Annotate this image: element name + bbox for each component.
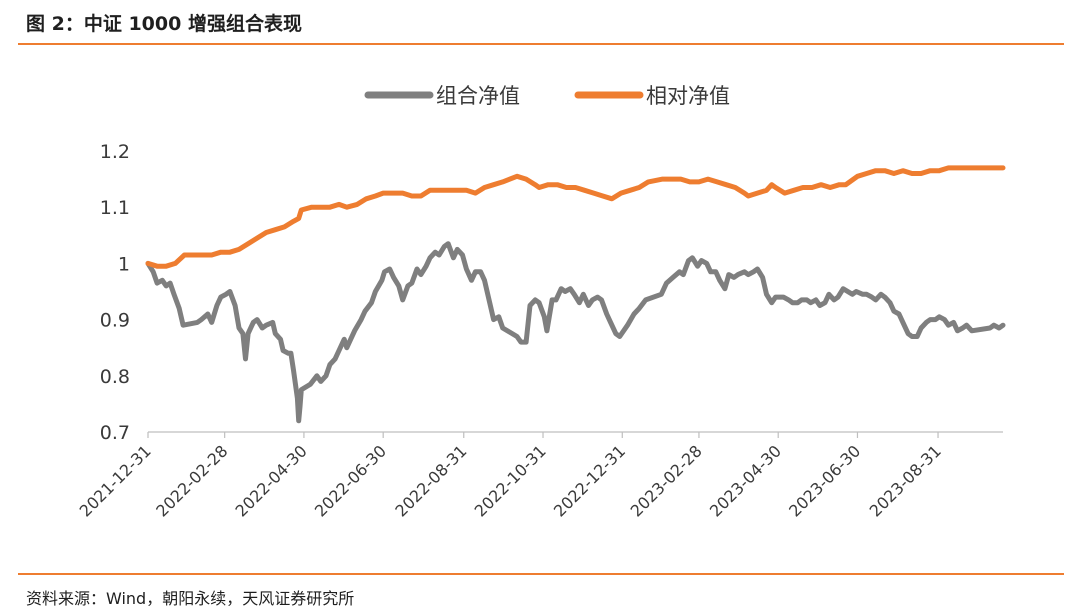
y-tick-label: 1.2 bbox=[100, 141, 130, 163]
y-tick-label: 0.8 bbox=[100, 366, 130, 388]
source-note: 资料来源：Wind，朝阳永续，天风证券研究所 bbox=[26, 589, 355, 608]
x-tick-label: 2022-12-31 bbox=[550, 441, 629, 520]
x-tick-label: 2021-12-31 bbox=[76, 441, 155, 520]
y-tick-label: 0.9 bbox=[100, 310, 130, 332]
source-divider bbox=[18, 573, 1064, 575]
x-tick-label: 2022-06-30 bbox=[311, 441, 390, 520]
legend-label: 组合净值 bbox=[436, 84, 520, 108]
x-tick-label: 2023-02-28 bbox=[627, 441, 706, 520]
x-tick-label: 2022-10-31 bbox=[471, 441, 550, 520]
x-tick-label: 2022-08-31 bbox=[391, 441, 470, 520]
line-chart: 组合净值 相对净值 0.70.80.911.11.2 2021-12-312022… bbox=[76, 84, 1006, 521]
x-tick-label: 2022-04-30 bbox=[232, 441, 311, 520]
chart-legend: 组合净值 相对净值 bbox=[364, 84, 730, 108]
series-line-组合净值 bbox=[145, 241, 1006, 424]
series-group bbox=[145, 165, 1006, 424]
x-tick-label: 2023-08-31 bbox=[866, 441, 945, 520]
y-tick-label: 0.7 bbox=[100, 422, 130, 444]
y-axis: 0.7 0.8 0.9 1 1.1 1.2 bbox=[100, 141, 130, 444]
x-tick-label: 2022-02-28 bbox=[152, 441, 231, 520]
title-divider bbox=[18, 43, 1064, 45]
series-line-相对净值 bbox=[145, 165, 1006, 269]
x-tick-label: 2023-04-30 bbox=[706, 441, 785, 520]
y-tick-label: 1.1 bbox=[100, 197, 130, 219]
y-tick-label: 1 bbox=[118, 253, 130, 275]
legend-label: 相对净值 bbox=[646, 84, 730, 108]
x-tick-label: 2023-06-30 bbox=[785, 441, 864, 520]
figure-title: 图 2：中证 1000 增强组合表现 bbox=[26, 13, 302, 35]
